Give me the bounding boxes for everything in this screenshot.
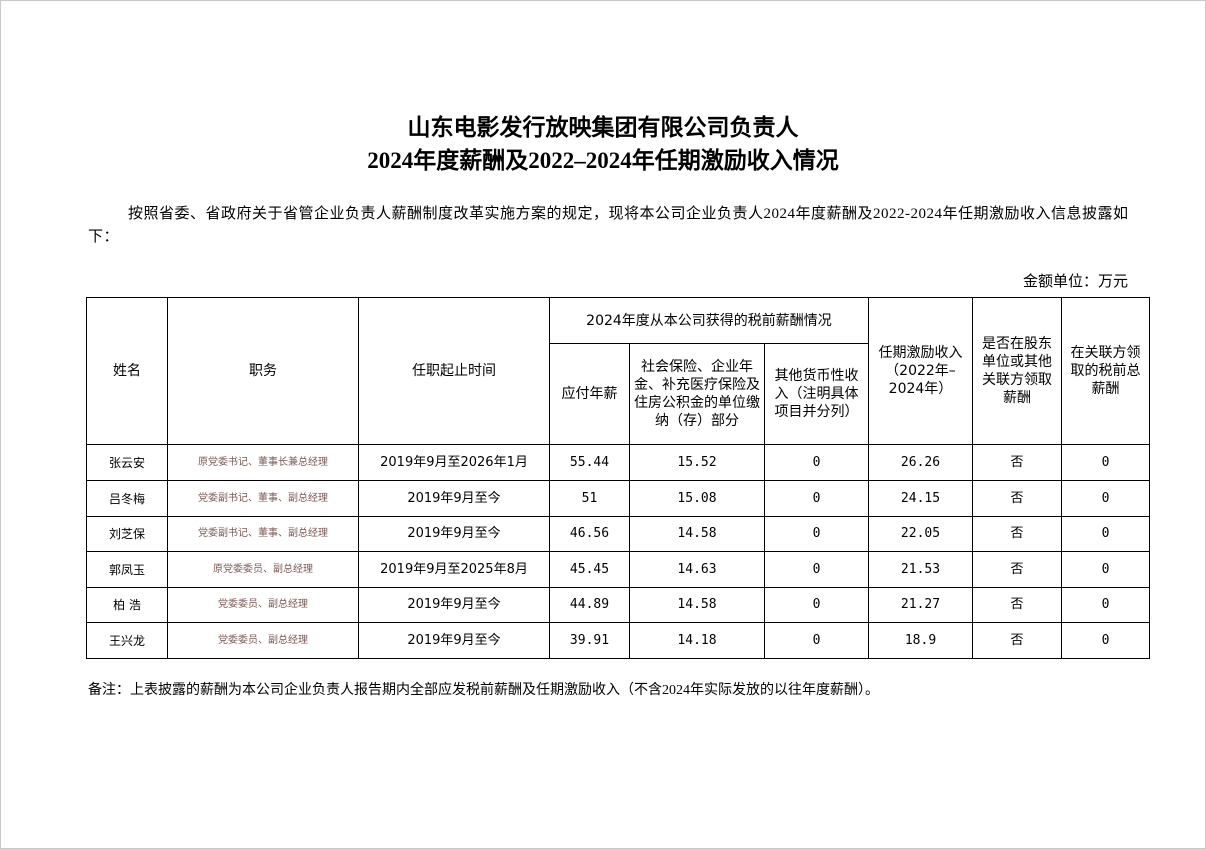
cell-insurance: 14.58 xyxy=(629,587,765,623)
header-insurance: 社会保险、企业年金、补充医疗保险及住房公积金的单位缴纳（存）部分 xyxy=(629,343,765,445)
cell-shareholder: 否 xyxy=(972,622,1062,659)
header-position: 职务 xyxy=(167,297,359,445)
cell-incentive: 22.05 xyxy=(868,516,973,552)
header-other: 其他货币性收入（注明具体项目并分列） xyxy=(764,343,869,445)
cell-name: 吕冬梅 xyxy=(86,480,168,517)
cell-related: 0 xyxy=(1061,480,1150,517)
cell-term: 2019年9月至今 xyxy=(358,587,550,623)
cell-other: 0 xyxy=(764,516,869,552)
table-row: 刘芝保 党委副书记、董事、副总经理 2019年9月至今 46.56 14.58 0 22.0… xyxy=(86,516,1150,552)
cell-term: 2019年9月至今 xyxy=(358,516,550,552)
header-name: 姓名 xyxy=(86,297,168,445)
cell-related: 0 xyxy=(1061,516,1150,552)
cell-salary: 44.89 xyxy=(549,587,630,623)
cell-related: 0 xyxy=(1061,622,1150,659)
cell-related: 0 xyxy=(1061,551,1150,588)
cell-position: 党委副书记、董事、副总经理 xyxy=(167,516,359,552)
cell-incentive: 21.27 xyxy=(868,587,973,623)
cell-salary: 55.44 xyxy=(549,444,630,481)
header-term: 任职起止时间 xyxy=(358,297,550,445)
cell-insurance: 14.18 xyxy=(629,622,765,659)
cell-shareholder: 否 xyxy=(972,516,1062,552)
cell-name: 郭凤玉 xyxy=(86,551,168,588)
cell-shareholder: 否 xyxy=(972,444,1062,481)
subheader-row: 应付年薪 社会保险、企业年金、补充医疗保险及住房公积金的单位缴纳（存）部分 其他… xyxy=(87,343,1150,445)
table-row: 吕冬梅 党委副书记、董事、副总经理 2019年9月至今 51 15.08 0 24.15 否 0 xyxy=(86,480,1150,517)
header-incentive: 任期激励收入（2022年–2024年） xyxy=(868,297,973,445)
cell-salary: 39.91 xyxy=(549,622,630,659)
table-row: 张云安 原党委书记、董事长兼总经理 2019年9月至2026年1月 55.44 15.5… xyxy=(86,444,1150,481)
header-shareholder: 是否在股东单位或其他关联方领取薪酬 xyxy=(972,297,1062,445)
table-row: 柏 浩党委委员、副总经理 2019年9月至今 44.89 14.58 0 21.27 否 0 xyxy=(86,587,1150,623)
cell-term: 2019年9月至今 xyxy=(358,622,550,659)
cell-name: 张云安 xyxy=(86,444,168,481)
header-group: 2024年度从本公司获得的税前薪酬情况 xyxy=(549,297,869,344)
cell-name: 柏 浩 xyxy=(86,587,168,623)
cell-insurance: 15.52 xyxy=(629,444,765,481)
cell-position: 原党委委员、副总经理 xyxy=(167,551,359,588)
cell-other: 0 xyxy=(764,622,869,659)
cell-salary: 51 xyxy=(549,480,630,517)
cell-insurance: 15.08 xyxy=(629,480,765,517)
cell-shareholder: 否 xyxy=(972,480,1062,517)
cell-incentive: 21.53 xyxy=(868,551,973,588)
cell-position: 党委委员、副总经理 xyxy=(167,587,359,623)
cell-incentive: 26.26 xyxy=(868,444,973,481)
page-title-line2: 2024年度薪酬及2022–2024年任期激励收入情况 xyxy=(367,148,839,173)
cell-other: 0 xyxy=(764,587,869,623)
header-related: 在关联方领取的税前总薪酬 xyxy=(1061,297,1150,445)
page-title-line1: 山东电影发行放映集团有限公司负责人 xyxy=(407,115,799,140)
compensation-table: 姓名 职务 任职起止时间 2024年度从本公司获得的税前薪酬情况 任期激励收入（… xyxy=(86,297,1150,659)
cell-related: 0 xyxy=(1061,587,1150,623)
cell-incentive: 18.9 xyxy=(868,622,973,659)
cell-name: 刘芝保 xyxy=(86,516,168,552)
cell-incentive: 24.15 xyxy=(868,480,973,517)
cell-position: 党委委员、副总经理 xyxy=(167,622,359,659)
table-row: 郭凤玉 原党委委员、副总经理 2019年9月至2025年8月 45.45 14.63 0 2… xyxy=(86,551,1150,588)
cell-insurance: 14.63 xyxy=(629,551,765,588)
cell-insurance: 14.58 xyxy=(629,516,765,552)
cell-salary: 46.56 xyxy=(549,516,630,552)
footnote: 备注：上表披露的薪酬为本公司企业负责人报告期内全部应发税前薪酬及任期激励收入（不… xyxy=(88,683,879,698)
intro-paragraph: 按照省委、省政府关于省管企业负责人薪酬制度改革实施方案的规定，现将本公司企业负责… xyxy=(88,206,1129,245)
cell-related: 0 xyxy=(1061,444,1150,481)
cell-shareholder: 否 xyxy=(972,551,1062,588)
amount-unit: 金额单位：万元 xyxy=(1022,274,1128,290)
cell-other: 0 xyxy=(764,444,869,481)
table-row: 王兴龙 党委委员、副总经理 2019年9月至今 39.91 14.18 0 18.9 否 0 xyxy=(86,622,1150,659)
cell-salary: 45.45 xyxy=(549,551,630,588)
header-row: 姓名 职务 任职起止时间 2024年度从本公司获得的税前薪酬情况 任期激励收入（… xyxy=(86,297,1150,445)
cell-other: 0 xyxy=(764,551,869,588)
cell-other: 0 xyxy=(764,480,869,517)
cell-position: 党委副书记、董事、副总经理 xyxy=(167,480,359,517)
cell-name: 王兴龙 xyxy=(86,622,168,659)
cell-shareholder: 否 xyxy=(972,587,1062,623)
cell-position: 原党委书记、董事长兼总经理 xyxy=(167,444,359,481)
cell-term: 2019年9月至2026年1月 xyxy=(358,444,550,481)
header-salary: 应付年薪 xyxy=(549,343,630,445)
cell-term: 2019年9月至今 xyxy=(358,480,550,517)
cell-term: 2019年9月至2025年8月 xyxy=(358,551,550,588)
